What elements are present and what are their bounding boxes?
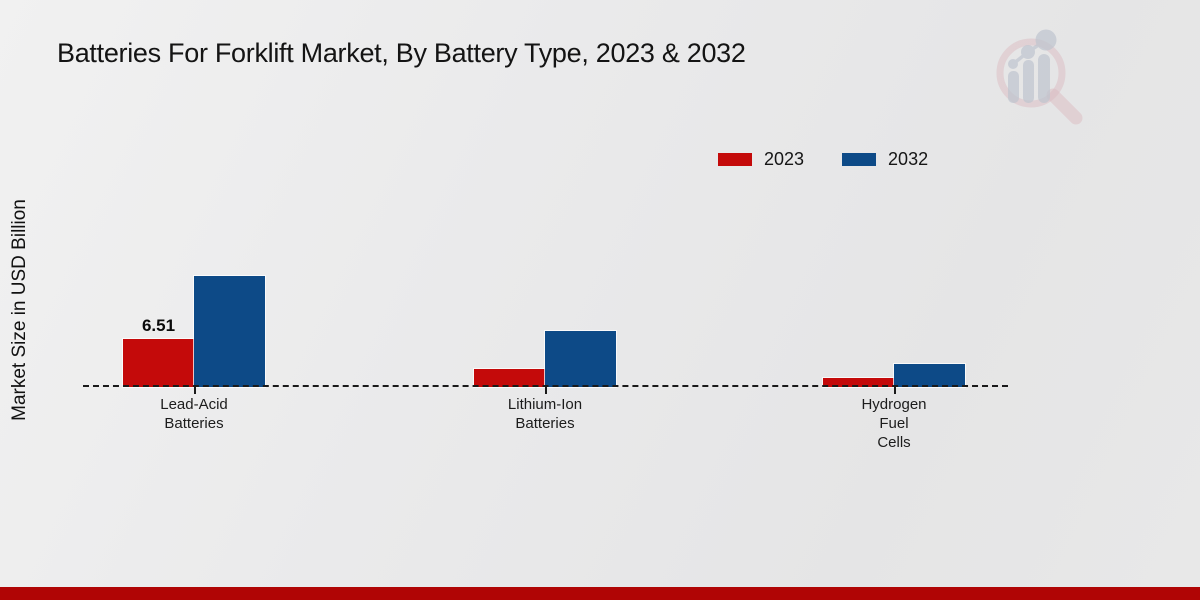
magnifier-icon — [996, 38, 1083, 125]
bar-group-lithium-ion-batteries — [473, 330, 617, 388]
legend-label-2023: 2023 — [764, 149, 805, 169]
legend-item-2023: 2023 — [718, 149, 804, 170]
bar-2023-lithium-ion-batteries — [473, 368, 546, 388]
legend-item-2032: 2032 — [842, 149, 928, 170]
bar-2032-lead-acid-batteries — [193, 275, 266, 388]
legend-swatch-2023 — [718, 153, 752, 166]
bar-2023-hydrogen-fuel-cells — [822, 377, 895, 388]
x-axis-tick-lithium-ion-batteries — [545, 387, 547, 394]
bar-2023-lead-acid-batteries: 6.51 — [122, 316, 195, 388]
x-axis-tick-hydrogen-fuel-cells — [894, 387, 896, 394]
bar-value-label-2023-lead-acid-batteries: 6.51 — [141, 316, 176, 335]
market-research-future-logo — [996, 29, 1083, 125]
legend: 2023 2032 — [718, 149, 928, 170]
bar-group-hydrogen-fuel-cells — [822, 363, 966, 388]
footer-accent-bar — [0, 587, 1200, 600]
legend-swatch-2032 — [842, 153, 877, 166]
legend-label-2032: 2032 — [888, 149, 929, 169]
x-axis-label-lithium-ion-batteries: Lithium-Ion Batteries — [507, 396, 583, 432]
bar-2032-lithium-ion-batteries — [544, 330, 617, 388]
bar-growth-icon — [1008, 29, 1057, 103]
bar-2032-hydrogen-fuel-cells — [893, 363, 966, 388]
x-axis-baseline — [83, 385, 1008, 387]
x-axis-label-lead-acid-batteries: Lead-Acid Batteries — [160, 396, 228, 432]
bar-group-lead-acid-batteries: 6.51 — [122, 275, 266, 388]
x-axis-tick-lead-acid-batteries — [194, 387, 196, 394]
chart-title: Batteries For Forklift Market, By Batter… — [57, 38, 746, 68]
x-axis-label-hydrogen-fuel-cells: Hydrogen Fuel Cells — [861, 396, 927, 451]
